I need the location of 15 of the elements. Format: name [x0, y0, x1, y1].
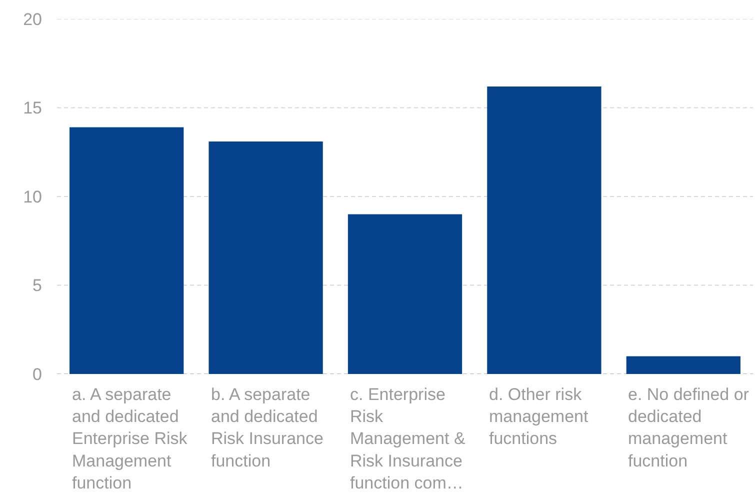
- y-tick-label: 0: [32, 364, 42, 384]
- bar: [487, 86, 602, 374]
- x-tick-label: a. A separate and dedicated Enterprise Risk Management function: [72, 385, 188, 492]
- x-tick-label: e. No defined or dedicated management fucntion: [628, 385, 750, 470]
- x-tick-label: b. A separate and dedicated Risk Insurance function: [211, 385, 324, 470]
- x-tick-label: d. Other risk management fucntions: [489, 385, 589, 448]
- bar: [70, 127, 184, 374]
- bar: [626, 356, 740, 374]
- y-tick-label: 20: [23, 10, 42, 29]
- y-tick-label: 10: [23, 187, 42, 206]
- bar: [208, 141, 323, 374]
- bar: [348, 214, 462, 374]
- x-tick-label: c. Enterprise Risk Management & Risk Insurance function com…: [350, 385, 466, 492]
- y-tick-label: 5: [32, 276, 42, 296]
- y-tick-label: 15: [23, 98, 42, 118]
